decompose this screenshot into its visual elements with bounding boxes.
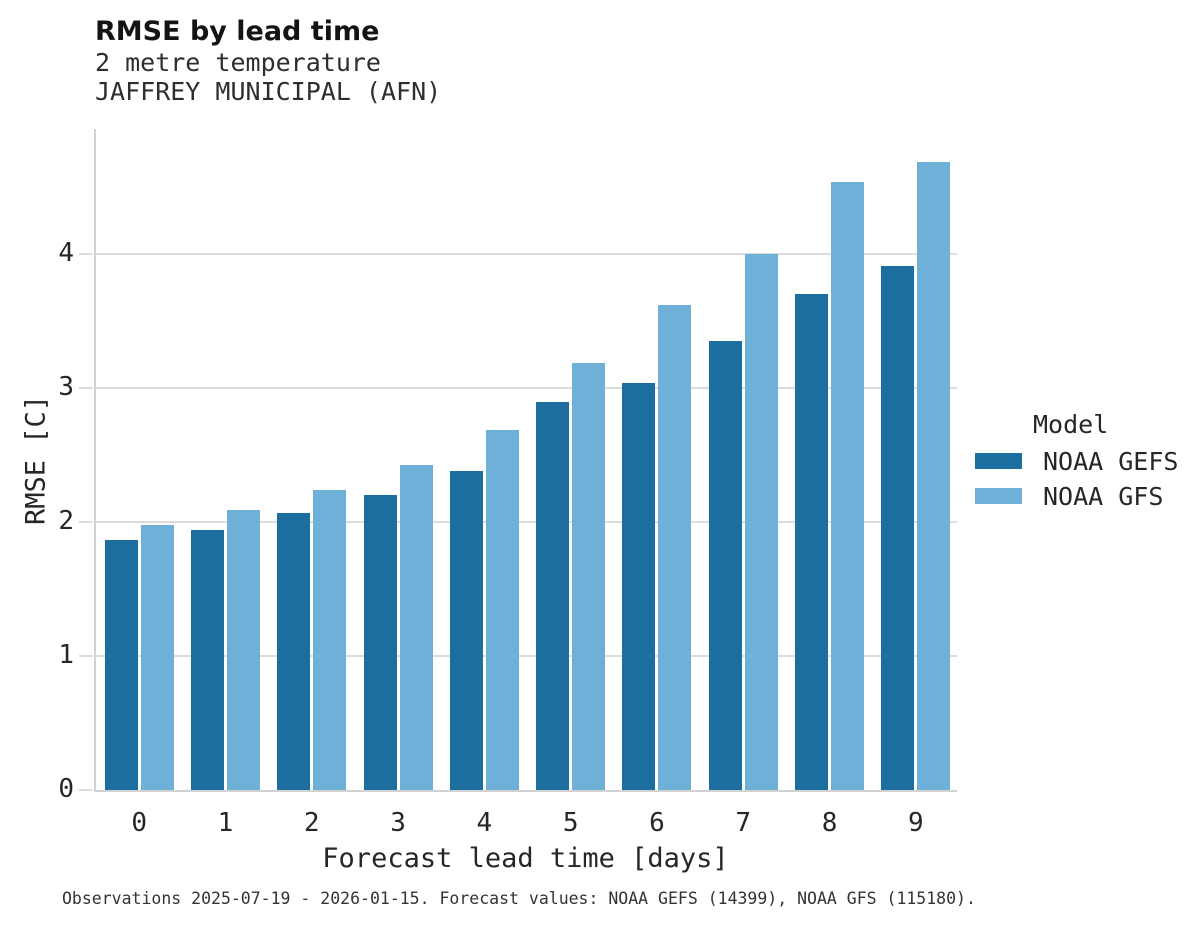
x-tick-label: 6 — [649, 808, 665, 838]
bar-group — [786, 129, 872, 790]
title-block: RMSE by lead time 2 metre temperature JA… — [95, 16, 441, 106]
bar-noaa-gefs — [536, 402, 570, 790]
caption: Observations 2025-07-19 - 2026-01-15. Fo… — [62, 889, 976, 908]
gridline — [96, 655, 957, 658]
bar-group — [96, 129, 182, 790]
bar-noaa-gefs — [622, 383, 656, 790]
x-tick-label: 3 — [390, 808, 406, 838]
bar-noaa-gefs — [881, 266, 915, 790]
y-tick-label: 1 — [58, 640, 74, 671]
chart-title: RMSE by lead time — [95, 16, 380, 47]
x-tick-label: 1 — [217, 808, 234, 838]
y-tick-label: 2 — [58, 506, 74, 537]
legend-item: NOAA GFS — [975, 481, 1178, 511]
x-tick-label: 5 — [562, 808, 579, 838]
legend: Model NOAA GEFS NOAA GFS — [975, 411, 1178, 518]
bar-noaa-gefs — [190, 530, 224, 790]
legend-items: NOAA GEFS NOAA GFS — [975, 446, 1179, 511]
legend-label: NOAA GFS — [1043, 481, 1164, 511]
x-axis-label: Forecast lead time [days] — [322, 843, 729, 874]
bar-noaa-gfs — [572, 363, 606, 790]
bar-group — [528, 129, 614, 790]
bar-noaa-gfs — [399, 465, 433, 790]
x-tick-label: 2 — [303, 808, 320, 838]
bar-group — [269, 129, 355, 790]
bar-group — [614, 129, 700, 790]
y-tick-mark — [79, 655, 93, 658]
y-tick-mark — [79, 253, 93, 256]
x-tick-label: 8 — [821, 808, 838, 838]
x-tick-label: 7 — [735, 808, 752, 838]
legend-swatch — [975, 488, 1022, 504]
chart-subtitle-variable: 2 metre temperature — [95, 48, 381, 77]
y-tick-mark — [79, 521, 93, 524]
bar-noaa-gfs — [917, 162, 951, 790]
bar-group — [355, 129, 441, 790]
bar-noaa-gefs — [795, 294, 829, 790]
chart-subtitle-station: JAFFREY MUNICIPAL (AFN) — [95, 77, 442, 106]
bar-noaa-gefs — [708, 341, 742, 790]
x-tick-label: 9 — [908, 808, 924, 838]
bar-group — [700, 129, 786, 790]
bar-noaa-gfs — [140, 525, 174, 790]
legend-title: Model — [1033, 410, 1109, 439]
bar-noaa-gfs — [658, 305, 692, 790]
y-tick-mark — [79, 789, 93, 791]
legend-label: NOAA GEFS — [1043, 446, 1179, 476]
y-tick-label: 3 — [58, 372, 74, 403]
ticks-layer: 0 1 2 3 4 0 1 2 3 4 5 6 7 8 9 — [58, 129, 957, 838]
bar-noaa-gfs — [485, 430, 519, 790]
y-tick-label: 4 — [58, 238, 74, 269]
gridline — [96, 521, 957, 524]
y-tick-mark — [79, 387, 93, 390]
bar-noaa-gfs — [831, 182, 865, 790]
bars-layer — [96, 129, 957, 790]
bar-noaa-gfs — [313, 490, 347, 790]
bar-group — [873, 129, 959, 790]
y-tick-label: 0 — [58, 774, 74, 804]
bar-group — [441, 129, 527, 790]
bar-noaa-gfs — [744, 254, 778, 790]
bar-noaa-gefs — [449, 471, 483, 790]
x-tick-label: 4 — [476, 808, 493, 838]
plot-area: 0 1 2 3 4 0 1 2 3 4 5 6 7 8 9 — [58, 129, 957, 838]
bar-noaa-gefs — [363, 495, 397, 790]
grid-layer — [96, 129, 957, 790]
bar-group — [182, 129, 268, 790]
legend-swatch — [975, 453, 1022, 469]
x-tick-label: 0 — [131, 808, 147, 838]
bar-noaa-gfs — [226, 510, 260, 790]
bar-noaa-gefs — [277, 513, 311, 790]
gridline — [96, 387, 957, 390]
legend-item: NOAA GEFS — [975, 446, 1179, 476]
gridline — [96, 253, 957, 256]
bar-noaa-gefs — [104, 540, 138, 790]
